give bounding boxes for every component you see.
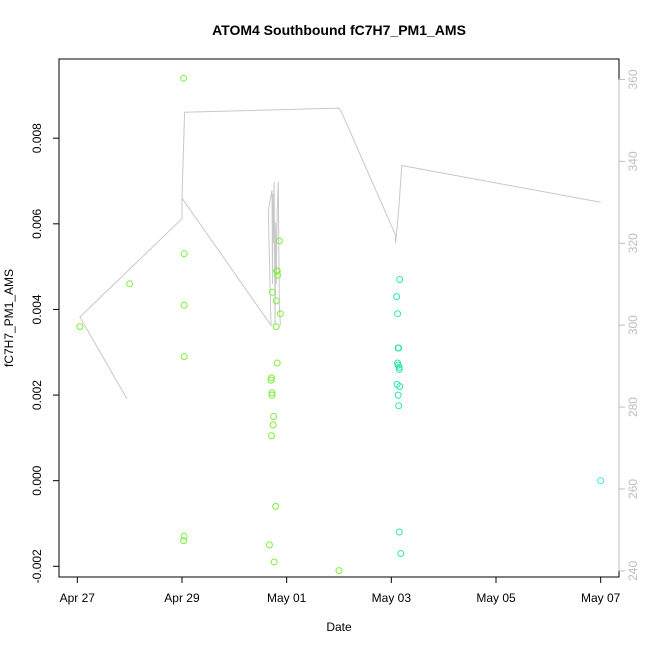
data-point <box>394 310 402 318</box>
data-point <box>268 389 276 397</box>
data-point <box>126 280 134 288</box>
y2-tick-label: 340 <box>626 151 640 171</box>
data-point <box>395 365 403 373</box>
data-point <box>270 413 278 420</box>
y2-tick-label: 320 <box>626 233 640 253</box>
data-point <box>393 293 401 301</box>
x-tick-label: May 03 <box>372 591 412 605</box>
y-tick-label: 0.006 <box>30 208 44 238</box>
data-point <box>272 297 280 305</box>
x-tick-label: May 05 <box>476 591 516 605</box>
data-point <box>395 344 403 352</box>
data-point <box>272 323 280 331</box>
chart-title: ATOM4 Southbound fC7H7_PM1_AMS <box>212 22 466 38</box>
y2-tick-label: 260 <box>626 479 640 499</box>
y-tick-label: -0.002 <box>30 549 44 583</box>
y-axis-label: fC7H7_PM1_AMS <box>2 269 16 367</box>
data-point <box>396 276 404 283</box>
data-point <box>274 271 282 279</box>
data-point <box>269 421 277 429</box>
x-tick-label: Apr 27 <box>60 591 96 605</box>
data-point <box>396 383 404 390</box>
x-axis: Apr 27 Apr 29 May 01 May 03 May 05 May 07 <box>60 576 621 605</box>
y-tick-label: 0.004 <box>30 294 44 324</box>
y-axis-right: 240 260 280 300 320 340 360 <box>618 69 640 581</box>
y2-tick-label: 240 <box>626 561 640 581</box>
data-point <box>273 359 281 367</box>
data-point <box>273 267 281 275</box>
data-point <box>76 323 84 331</box>
points-layer <box>76 74 605 575</box>
x-tick-label: Apr 29 <box>164 591 200 605</box>
data-point <box>335 567 343 575</box>
data-point <box>180 532 188 540</box>
data-point <box>268 391 276 399</box>
data-point <box>180 537 188 545</box>
data-point <box>272 502 280 510</box>
plot-area <box>58 58 620 578</box>
data-point <box>276 310 284 318</box>
data-point <box>180 353 188 360</box>
y-tick-label: 0.002 <box>30 380 44 410</box>
data-point <box>395 363 403 371</box>
data-point <box>395 402 403 410</box>
data-point <box>397 550 405 557</box>
data-point <box>180 301 188 309</box>
data-point <box>268 432 275 440</box>
data-point <box>394 391 402 399</box>
y-tick-label: 0.000 <box>30 465 44 495</box>
data-point <box>265 541 273 549</box>
x-tick-label: May 01 <box>267 591 307 605</box>
y-tick-label: 0.008 <box>30 123 44 153</box>
y-axis-left: -0.002 0.000 0.002 0.004 0.006 0.008 <box>30 123 60 583</box>
data-point <box>180 250 188 258</box>
data-point <box>275 237 283 245</box>
secondary-line-layer <box>79 107 601 400</box>
data-point <box>269 288 276 296</box>
y2-tick-label: 360 <box>626 69 640 89</box>
secondary-line-0 <box>79 107 601 400</box>
x-axis-label: Date <box>326 620 352 634</box>
data-point <box>395 528 403 536</box>
x-tick-label: May 07 <box>581 591 621 605</box>
data-point <box>270 558 278 566</box>
data-point <box>597 477 605 485</box>
data-point <box>180 74 188 82</box>
data-point <box>268 374 275 382</box>
y2-tick-label: 300 <box>626 315 640 335</box>
y2-tick-label: 280 <box>626 397 640 417</box>
secondary-line-1 <box>181 181 281 327</box>
